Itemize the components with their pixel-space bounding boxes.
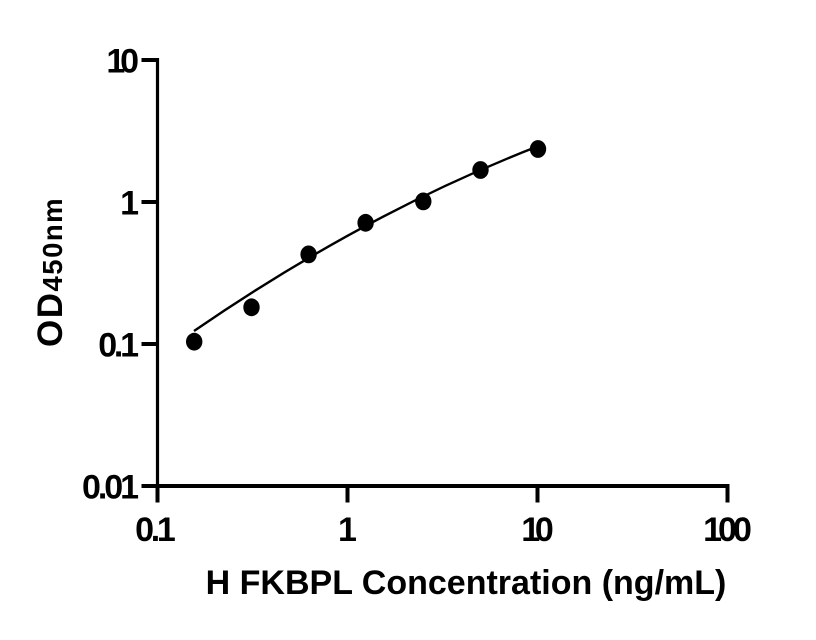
svg-text:H FKBPL Concentration (ng/mL): H FKBPL Concentration (ng/mL)	[206, 564, 727, 602]
svg-text:10: 10	[521, 511, 554, 549]
svg-text:OD450nm: OD450nm	[31, 197, 70, 347]
svg-text:0.01: 0.01	[82, 468, 139, 506]
svg-text:100: 100	[703, 511, 752, 549]
svg-text:1: 1	[120, 184, 139, 222]
svg-text:0.1: 0.1	[98, 326, 139, 364]
svg-text:0.1: 0.1	[135, 511, 176, 549]
svg-text:1: 1	[338, 511, 357, 549]
svg-text:10: 10	[106, 42, 139, 80]
